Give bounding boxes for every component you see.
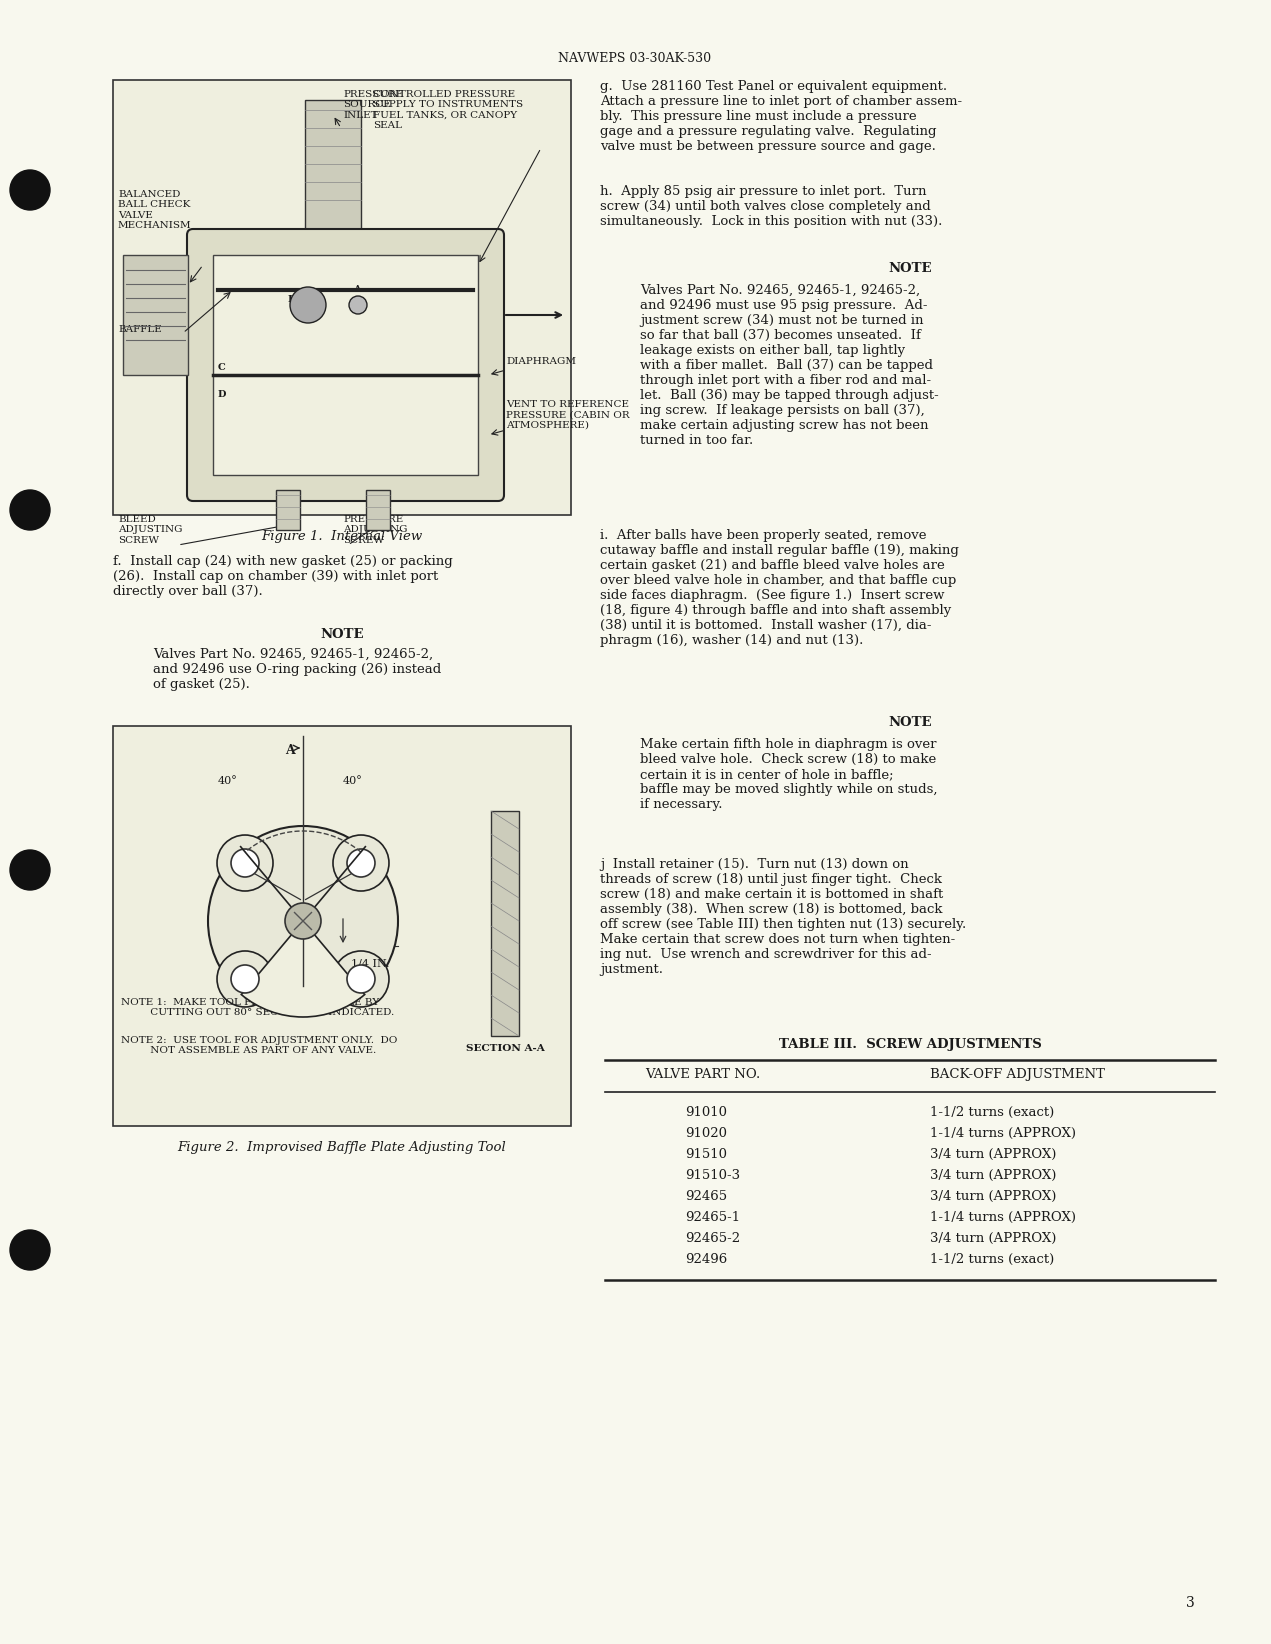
Text: VALVE PART NO.: VALVE PART NO. xyxy=(644,1069,760,1082)
Circle shape xyxy=(10,1230,50,1271)
Bar xyxy=(491,810,519,1036)
Bar xyxy=(214,255,478,475)
Text: 1-1/2 turns (exact): 1-1/2 turns (exact) xyxy=(930,1253,1054,1266)
Text: f.  Install cap (24) with new gasket (25) or packing
(26).  Install cap on chamb: f. Install cap (24) with new gasket (25)… xyxy=(113,556,452,598)
Text: g.  Use 281160 Test Panel or equivalent equipment.
Attach a pressure line to inl: g. Use 281160 Test Panel or equivalent e… xyxy=(600,81,962,153)
Text: 3/4 turn (APPROX): 3/4 turn (APPROX) xyxy=(930,1231,1056,1245)
Text: TABLE III.  SCREW ADJUSTMENTS: TABLE III. SCREW ADJUSTMENTS xyxy=(779,1037,1041,1051)
Text: 1-1/2 turns (exact): 1-1/2 turns (exact) xyxy=(930,1106,1054,1120)
Text: Figure 2.  Improvised Baffle Plate Adjusting Tool: Figure 2. Improvised Baffle Plate Adjust… xyxy=(178,1141,506,1154)
FancyBboxPatch shape xyxy=(187,229,505,501)
FancyBboxPatch shape xyxy=(113,81,571,515)
Circle shape xyxy=(217,950,273,1008)
Text: 3/4 turn (APPROX): 3/4 turn (APPROX) xyxy=(930,1169,1056,1182)
Circle shape xyxy=(347,965,375,993)
Text: Figure 1.  Internal View: Figure 1. Internal View xyxy=(262,529,423,543)
Text: DIAPHRAGM: DIAPHRAGM xyxy=(506,357,576,367)
Bar xyxy=(276,490,300,529)
Circle shape xyxy=(231,848,259,876)
Text: i.  After balls have been properly seated, remove
cutaway baffle and install reg: i. After balls have been properly seated… xyxy=(600,529,958,648)
Circle shape xyxy=(290,288,325,322)
Text: 40°: 40° xyxy=(219,776,238,786)
Text: NOTE 1:  MAKE TOOL FROM 91078 BAFFLE BY
         CUTTING OUT 80° SECTION AS INDI: NOTE 1: MAKE TOOL FROM 91078 BAFFLE BY C… xyxy=(121,998,394,1018)
Text: A: A xyxy=(285,991,295,1004)
Bar xyxy=(305,100,361,275)
Circle shape xyxy=(10,850,50,889)
Text: 91010: 91010 xyxy=(685,1106,727,1120)
Text: 3/4 turn (APPROX): 3/4 turn (APPROX) xyxy=(930,1148,1056,1161)
Text: CONTROLLED PRESSURE
SUPPLY TO INSTRUMENTS
FUEL TANKS, OR CANOPY
SEAL: CONTROLLED PRESSURE SUPPLY TO INSTRUMENT… xyxy=(372,90,524,130)
Text: Valves Part No. 92465, 92465-1, 92465-2,
and 92496 must use 95 psig pressure.  A: Valves Part No. 92465, 92465-1, 92465-2,… xyxy=(641,284,939,447)
Text: BAFFLE: BAFFLE xyxy=(118,326,161,334)
Text: 1/4 IN.: 1/4 IN. xyxy=(351,958,389,968)
Wedge shape xyxy=(241,921,365,1018)
Circle shape xyxy=(208,825,398,1016)
Text: BACK-OFF ADJUSTMENT: BACK-OFF ADJUSTMENT xyxy=(930,1069,1104,1082)
Text: NOTE: NOTE xyxy=(888,717,932,728)
Text: 92496: 92496 xyxy=(685,1253,727,1266)
Bar xyxy=(123,255,188,375)
Text: j  Install retainer (15).  Turn nut (13) down on
threads of screw (18) until jus: j Install retainer (15). Turn nut (13) d… xyxy=(600,858,966,977)
Text: NOTE 2:  USE TOOL FOR ADJUSTMENT ONLY.  DO
         NOT ASSEMBLE AS PART OF ANY : NOTE 2: USE TOOL FOR ADJUSTMENT ONLY. DO… xyxy=(121,1036,398,1055)
Text: 1-1/4 turns (APPROX): 1-1/4 turns (APPROX) xyxy=(930,1212,1077,1225)
Text: 92465-2: 92465-2 xyxy=(685,1231,740,1245)
Text: PRESSURE
ADJUSTING
SCREW: PRESSURE ADJUSTING SCREW xyxy=(343,515,408,544)
Bar xyxy=(366,490,390,529)
Text: Valves Part No. 92465, 92465-1, 92465-2,
and 92496 use O-ring packing (26) inste: Valves Part No. 92465, 92465-1, 92465-2,… xyxy=(153,648,441,690)
Text: A: A xyxy=(285,745,295,756)
Circle shape xyxy=(285,903,322,939)
Circle shape xyxy=(333,950,389,1008)
Text: SECTION A-A: SECTION A-A xyxy=(465,1044,544,1054)
Text: NOTE: NOTE xyxy=(888,261,932,275)
Text: 91020: 91020 xyxy=(685,1128,727,1139)
Text: 92465-1: 92465-1 xyxy=(685,1212,740,1225)
Text: D: D xyxy=(219,390,226,399)
Text: NAVWEPS 03-30AK-530: NAVWEPS 03-30AK-530 xyxy=(558,53,712,66)
Circle shape xyxy=(10,169,50,210)
Circle shape xyxy=(350,296,367,314)
Circle shape xyxy=(231,965,259,993)
Text: VENT TO REFERENCE
PRESSURE (CABIN OR
ATMOSPHERE): VENT TO REFERENCE PRESSURE (CABIN OR ATM… xyxy=(506,399,629,429)
Text: NOTE: NOTE xyxy=(320,628,364,641)
Text: 91510: 91510 xyxy=(685,1148,727,1161)
Text: 1-1/4 turns (APPROX): 1-1/4 turns (APPROX) xyxy=(930,1128,1077,1139)
Circle shape xyxy=(333,835,389,891)
Circle shape xyxy=(10,490,50,529)
Text: A: A xyxy=(353,284,361,294)
Text: 3: 3 xyxy=(1186,1596,1195,1609)
Text: C: C xyxy=(219,363,226,372)
Text: 91510-3: 91510-3 xyxy=(685,1169,740,1182)
Text: BLEED
ADJUSTING
SCREW: BLEED ADJUSTING SCREW xyxy=(118,515,183,544)
Circle shape xyxy=(217,835,273,891)
Text: 92465: 92465 xyxy=(685,1190,727,1203)
Circle shape xyxy=(347,848,375,876)
Text: h.  Apply 85 psig air pressure to inlet port.  Turn
screw (34) until both valves: h. Apply 85 psig air pressure to inlet p… xyxy=(600,186,942,229)
Text: PRESSURE
SOURCE
INLET: PRESSURE SOURCE INLET xyxy=(343,90,403,120)
Text: BALANCED
BALL CHECK
VALVE
MECHANISM: BALANCED BALL CHECK VALVE MECHANISM xyxy=(118,191,192,230)
Text: 3/4 turn (APPROX): 3/4 turn (APPROX) xyxy=(930,1190,1056,1203)
Text: Make certain fifth hole in diaphragm is over
bleed valve hole.  Check screw (18): Make certain fifth hole in diaphragm is … xyxy=(641,738,938,810)
Text: B: B xyxy=(289,294,296,304)
FancyBboxPatch shape xyxy=(113,727,571,1126)
Text: 40°: 40° xyxy=(343,776,364,786)
